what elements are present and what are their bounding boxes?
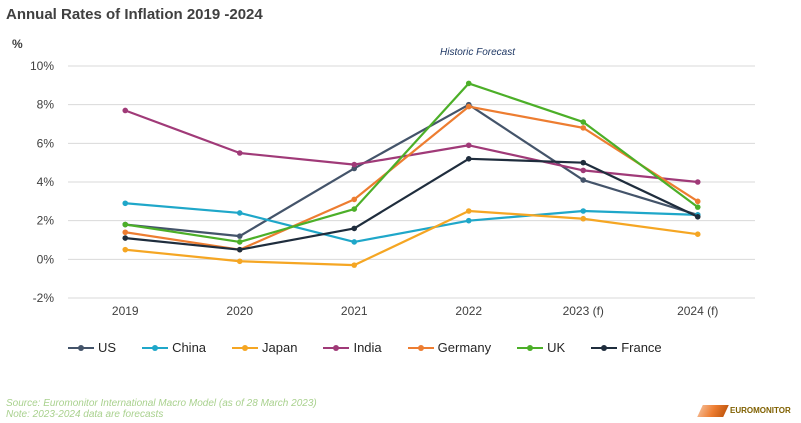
legend-item-uk: UK <box>517 340 565 355</box>
legend-label: China <box>172 340 207 355</box>
series-us <box>122 101 701 239</box>
line-chart: -2% 0% 2% 4% 6% 8% 10% 2019 2020 2021 2022 2023 (f… <box>30 59 755 318</box>
y-tick-label: 4% <box>37 175 55 189</box>
data-point <box>236 246 243 253</box>
logo-text: EUROMONITOR <box>730 406 791 415</box>
legend: US China Japan India Germany UK France <box>68 340 758 355</box>
series-line <box>125 157 699 251</box>
y-tick-label: 0% <box>37 252 55 266</box>
data-point <box>236 150 243 156</box>
data-point <box>465 156 472 162</box>
historic-forecast-annotation: Historic Forecast <box>440 47 516 58</box>
data-point <box>580 215 587 222</box>
legend-swatch-icon <box>407 343 434 353</box>
logo-mark-icon <box>697 405 729 417</box>
legend-item-us: US <box>68 340 116 355</box>
legend-swatch-icon <box>232 343 259 353</box>
x-tick-label: 2019 <box>112 304 139 318</box>
gridlines <box>68 65 755 299</box>
series-china <box>122 200 701 245</box>
data-point <box>580 208 587 214</box>
legend-item-germany: Germany <box>407 340 492 355</box>
data-point <box>351 165 358 172</box>
legend-label: India <box>353 340 382 355</box>
data-point <box>122 107 129 114</box>
data-point <box>122 221 129 228</box>
legend-item-france: France <box>591 340 662 355</box>
legend-swatch-icon <box>323 343 350 353</box>
data-point <box>580 177 587 183</box>
data-point <box>694 204 701 210</box>
data-point <box>236 233 243 239</box>
series-line <box>125 202 698 244</box>
y-tick-label: 8% <box>37 98 55 112</box>
data-point <box>694 179 701 185</box>
legend-label: UK <box>547 340 566 355</box>
legend-swatch-icon <box>591 343 618 353</box>
source-note: Source: Euromonitor International Macro … <box>6 398 317 420</box>
data-point <box>465 217 472 224</box>
legend-label: US <box>98 340 117 355</box>
y-tick-label: 6% <box>37 136 55 150</box>
data-point <box>351 262 358 268</box>
data-point <box>122 200 129 207</box>
series-line <box>125 103 699 238</box>
data-point <box>351 196 358 203</box>
x-tick-label: 2022 <box>455 304 482 318</box>
legend-item-japan: Japan <box>232 340 297 355</box>
data-point <box>122 229 129 236</box>
legend-label: Japan <box>262 340 298 355</box>
series-france <box>122 156 701 253</box>
legend-swatch-icon <box>68 343 94 353</box>
data-point <box>351 161 358 168</box>
data-point <box>694 214 701 220</box>
series-line <box>125 82 699 244</box>
series-japan <box>122 208 701 268</box>
data-point <box>236 239 243 245</box>
data-point <box>694 231 701 237</box>
x-tick-label: 2024 (f) <box>677 304 718 318</box>
euromonitor-logo: EUROMONITOR <box>697 405 791 417</box>
data-point <box>351 225 358 232</box>
legend-swatch-icon <box>517 343 544 353</box>
data-point <box>465 208 472 214</box>
legend-item-china: China <box>142 340 206 355</box>
data-point <box>580 159 587 166</box>
series-uk <box>122 80 701 245</box>
data-point <box>122 235 129 241</box>
y-tick-labels: -2% 0% 2% 4% 6% 8% 10% <box>30 59 54 305</box>
x-tick-label: 2020 <box>226 304 253 318</box>
data-point <box>580 119 587 125</box>
data-point <box>580 125 587 131</box>
data-point <box>694 198 701 205</box>
legend-label: Germany <box>437 340 492 355</box>
x-tick-label: 2021 <box>341 304 368 318</box>
legend-item-india: India <box>323 340 382 355</box>
forecast-note: Note: 2023-2024 data are forecasts <box>6 409 164 420</box>
data-point <box>465 103 472 110</box>
data-point <box>465 80 472 87</box>
series-lines <box>122 80 701 268</box>
data-point <box>351 206 358 212</box>
data-point <box>122 246 129 253</box>
x-tick-labels: 2019 2020 2021 2022 2023 (f) 2024 (f) <box>112 304 719 318</box>
chart-title: Annual Rates of Inflation 2019 -2024 <box>6 6 263 23</box>
source-text: Source: Euromonitor International Macro … <box>6 398 317 409</box>
legend-swatch-icon <box>142 343 169 353</box>
y-axis-unit: % <box>12 37 23 51</box>
data-point <box>465 142 472 149</box>
data-point <box>351 239 358 245</box>
series-line <box>125 209 698 267</box>
y-tick-label: 10% <box>30 59 54 73</box>
data-point <box>580 167 587 174</box>
data-point <box>236 210 243 216</box>
y-tick-label: 2% <box>37 214 55 228</box>
series-line <box>125 105 699 251</box>
x-tick-label: 2023 (f) <box>563 304 604 318</box>
data-point <box>236 258 243 265</box>
y-tick-label: -2% <box>33 291 55 305</box>
legend-label: France <box>621 340 662 355</box>
